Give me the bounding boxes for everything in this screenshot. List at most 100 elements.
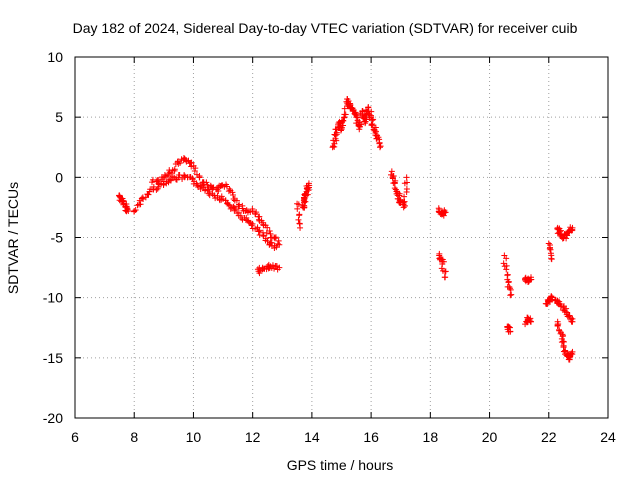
data-point (401, 180, 408, 187)
data-point (275, 237, 282, 244)
data-point (403, 186, 410, 193)
data-point (505, 278, 512, 285)
data-point (396, 192, 403, 199)
data-point (507, 292, 514, 299)
data-point (501, 263, 508, 270)
data-point (161, 171, 168, 178)
data-point (272, 234, 279, 241)
data-point (546, 245, 553, 252)
y-axis-label: SDTVAR / TECUs (5, 182, 21, 294)
data-point (352, 109, 359, 116)
data-point (232, 206, 239, 213)
data-point (545, 240, 552, 247)
data-point (333, 137, 340, 144)
data-point (549, 294, 556, 301)
data-point (266, 227, 273, 234)
data-point (401, 193, 408, 200)
data-point (203, 179, 210, 186)
plot-border (74, 56, 609, 419)
data-point (565, 356, 572, 363)
data-point (377, 143, 384, 150)
data-point (436, 255, 443, 262)
x-tick-label: 12 (245, 429, 261, 445)
data-point (435, 205, 442, 212)
data-point (569, 318, 576, 325)
data-point (508, 291, 515, 298)
data-point (249, 208, 256, 215)
data-point (155, 177, 162, 184)
data-point (560, 332, 567, 339)
data-point (527, 318, 534, 325)
x-tick-label: 8 (130, 429, 138, 445)
plot-frame (74, 56, 609, 419)
data-point (442, 209, 449, 216)
data-point (125, 208, 132, 215)
data-point (562, 308, 569, 315)
data-point (442, 274, 449, 281)
data-point (230, 192, 237, 199)
data-point (196, 173, 203, 180)
data-point (569, 348, 576, 355)
data-point (256, 270, 263, 277)
chart-title: Day 182 of 2024, Sidereal Day-to-day VTE… (73, 20, 578, 36)
x-tick-label: 24 (600, 429, 616, 445)
data-point (548, 293, 555, 300)
data-point (229, 189, 236, 196)
data-point (169, 173, 176, 180)
data-points (116, 96, 576, 363)
data-point (370, 116, 377, 123)
data-point (507, 328, 514, 335)
data-point (276, 241, 283, 248)
data-point (337, 127, 344, 134)
data-point (271, 235, 278, 242)
data-point (564, 309, 571, 316)
data-point (558, 339, 565, 346)
x-tick-label: 18 (423, 429, 439, 445)
data-point (124, 206, 131, 213)
data-point (168, 170, 175, 177)
data-point (267, 239, 274, 246)
data-point (276, 264, 283, 271)
data-point (503, 266, 510, 273)
data-point (403, 174, 410, 181)
x-tick-label: 20 (482, 429, 498, 445)
data-point (255, 228, 262, 235)
data-point (177, 160, 184, 167)
data-point (332, 132, 339, 139)
data-point (218, 193, 225, 200)
data-point (500, 260, 507, 267)
x-tick-label: 14 (304, 429, 320, 445)
data-point (559, 338, 566, 345)
data-point (359, 111, 366, 118)
data-point (528, 318, 535, 325)
x-tick-label: 22 (541, 429, 557, 445)
data-point (333, 131, 340, 138)
data-point (145, 191, 152, 198)
data-point (252, 211, 259, 218)
data-point (225, 188, 232, 195)
x-tick-label: 16 (363, 429, 379, 445)
data-point (248, 222, 255, 229)
data-point (547, 250, 554, 257)
data-point (560, 304, 567, 311)
data-point (369, 122, 376, 129)
data-point (503, 255, 510, 262)
data-point (372, 128, 379, 135)
y-tick-label: 10 (47, 49, 63, 65)
x-tick-label: 10 (186, 429, 202, 445)
data-point (190, 180, 197, 187)
data-point (264, 224, 271, 231)
data-point (560, 234, 567, 241)
y-tick-label: -5 (51, 230, 64, 246)
y-tick-label: -20 (43, 410, 63, 426)
data-point (225, 201, 232, 208)
data-point (137, 201, 144, 208)
data-point (119, 198, 126, 205)
data-point (554, 322, 561, 329)
data-point (568, 227, 575, 234)
data-point (338, 118, 345, 125)
data-point (167, 177, 174, 184)
data-point (338, 126, 345, 133)
data-point (174, 159, 181, 166)
